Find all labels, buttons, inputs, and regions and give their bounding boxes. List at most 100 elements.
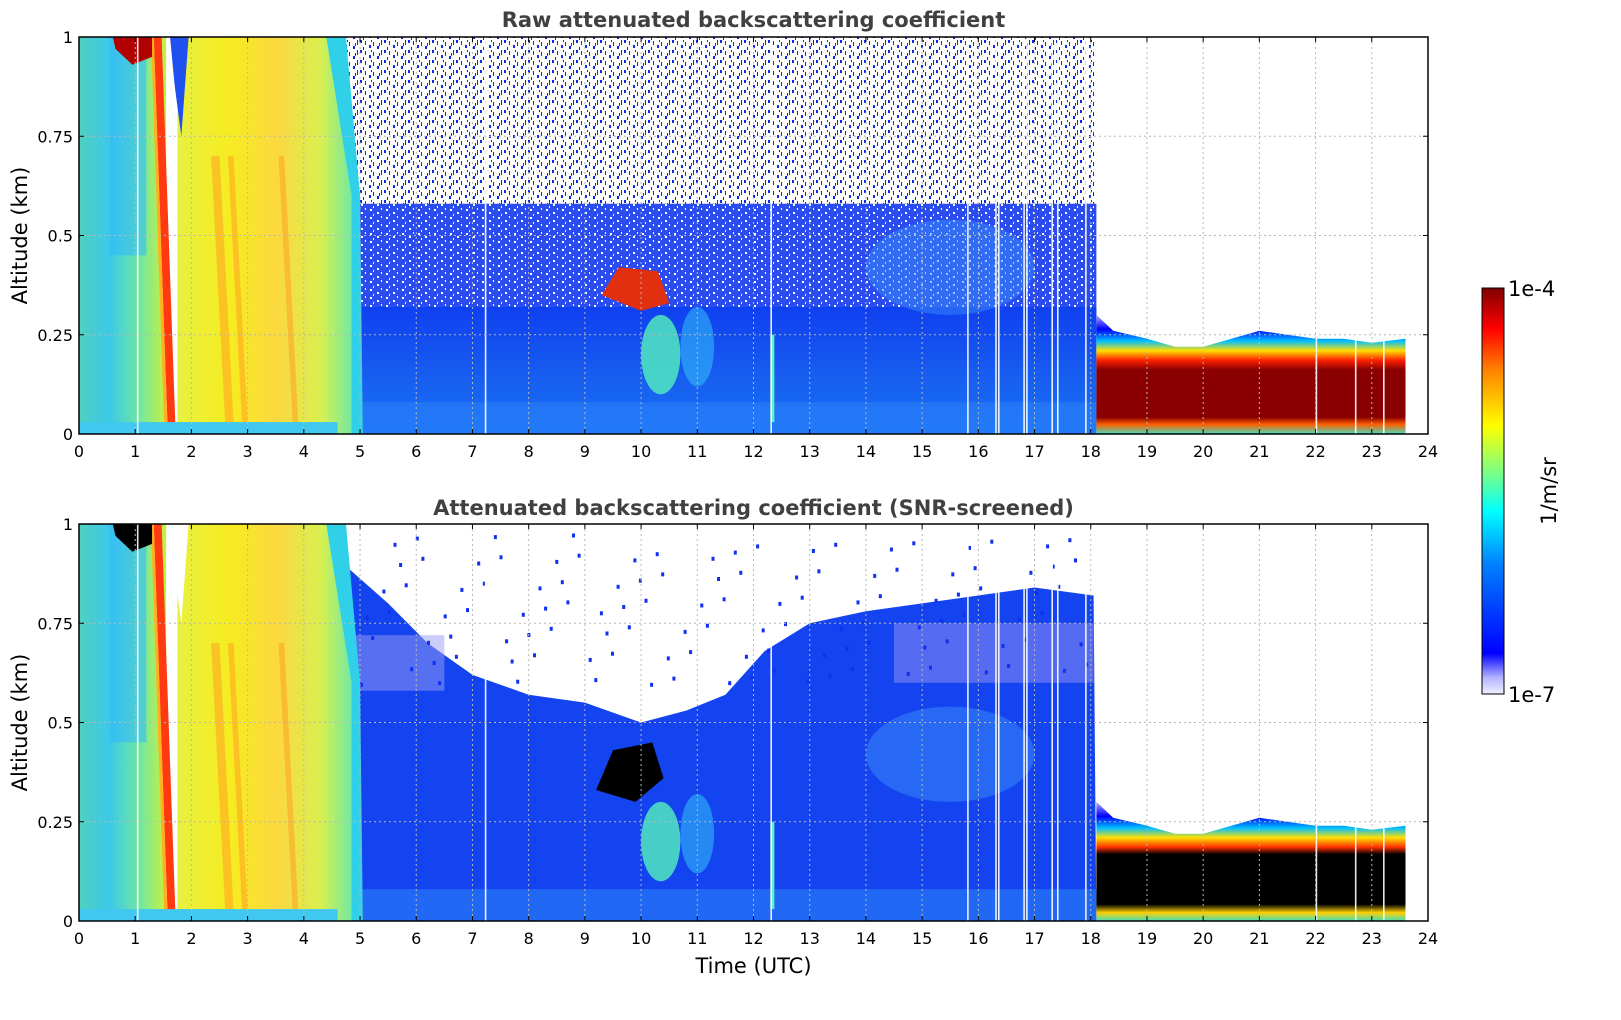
speckle <box>605 631 609 636</box>
x-tick-label: 22 <box>1305 929 1325 948</box>
speckle <box>683 629 687 634</box>
plume <box>641 314 681 395</box>
speckle <box>638 578 642 583</box>
night-layer <box>1096 801 1406 921</box>
speckle <box>1079 642 1083 647</box>
plume <box>680 793 715 874</box>
speckle <box>834 542 838 547</box>
data-gap <box>1315 524 1318 921</box>
y-tick-label: 0 <box>63 425 73 444</box>
x-tick-label: 10 <box>631 929 651 948</box>
data-gap <box>136 37 139 434</box>
layer-edge <box>326 524 363 921</box>
x-tick-label: 11 <box>687 929 707 948</box>
left-cyan-patch <box>109 37 147 256</box>
speckle <box>599 611 603 616</box>
speckle <box>1023 637 1027 642</box>
grid <box>79 524 1428 921</box>
speckle <box>767 648 771 653</box>
layer-edge <box>326 37 363 434</box>
x-tick-label: 4 <box>299 442 309 461</box>
data-gap <box>1051 524 1053 921</box>
colorbar-gradient <box>1482 288 1504 694</box>
speckle <box>756 544 760 549</box>
plume <box>641 801 681 882</box>
y-tick-label: 0.25 <box>37 326 73 345</box>
orange-streak <box>211 643 234 910</box>
speckle <box>817 569 821 574</box>
speckle <box>772 668 776 673</box>
speckle <box>711 556 715 561</box>
x-tick-label: 11 <box>687 442 707 461</box>
speckle <box>867 640 871 645</box>
top-notch <box>170 37 189 137</box>
data-gap <box>1315 37 1318 434</box>
speckle <box>627 625 631 630</box>
speckle <box>945 639 949 644</box>
speckle <box>443 614 447 619</box>
speckle <box>360 682 363 687</box>
orange-streak <box>211 156 234 423</box>
y-tick-label: 1 <box>63 515 73 534</box>
x-tick-label: 17 <box>1024 929 1044 948</box>
colorbar-unit-label: 1/m/sr <box>1537 457 1561 525</box>
speckle <box>387 609 391 614</box>
speckle <box>862 620 866 625</box>
x-tick-label: 21 <box>1249 442 1269 461</box>
speckle <box>572 533 575 538</box>
x-tick-label: 23 <box>1362 929 1382 948</box>
speckle <box>666 656 670 661</box>
x-tick-label: 21 <box>1249 929 1269 948</box>
x-tick-label: 7 <box>467 929 477 948</box>
x-tick-label: 19 <box>1137 929 1157 948</box>
x-tick-label: 12 <box>743 442 763 461</box>
speckle <box>951 572 955 577</box>
speckle <box>984 670 988 675</box>
speckle <box>566 600 570 605</box>
speckle <box>611 651 614 656</box>
x-tick-label: 2 <box>186 929 196 948</box>
haze-band <box>894 623 1094 683</box>
x-tick-label: 22 <box>1305 442 1325 461</box>
speckle <box>761 628 765 633</box>
left-cyan-patch <box>109 524 147 743</box>
speckle <box>438 681 442 686</box>
speckle <box>521 612 525 617</box>
data-gap <box>770 37 772 434</box>
data-gap <box>1057 524 1059 921</box>
x-tick-label: 10 <box>631 442 651 461</box>
speckle <box>806 679 810 684</box>
speckle <box>1051 564 1055 569</box>
plume-streak <box>770 334 775 423</box>
speckle <box>1001 643 1005 648</box>
surface-band <box>337 889 1097 921</box>
y-axis-label: Altitude (km) <box>8 654 32 792</box>
x-tick-label: 5 <box>355 929 365 948</box>
speckle <box>1068 538 1072 543</box>
x-tick-label: 0 <box>74 442 84 461</box>
no-data-region <box>1405 37 1428 434</box>
speckle <box>371 636 375 641</box>
data-gap <box>1383 37 1385 434</box>
no-data-region <box>1405 524 1428 921</box>
x-tick-label: 6 <box>411 929 421 948</box>
speckle <box>655 552 659 557</box>
speckle <box>650 682 654 687</box>
x-tick-label: 1 <box>130 442 140 461</box>
x-tick-label: 24 <box>1418 929 1438 948</box>
x-tick-label: 13 <box>800 929 820 948</box>
x-tick-label: 14 <box>856 442 876 461</box>
speckle <box>739 570 743 575</box>
orange-streak <box>227 643 248 910</box>
elevated-feature <box>601 267 670 311</box>
speckle <box>410 667 414 672</box>
speckle <box>722 597 726 602</box>
x-tick-label: 14 <box>856 929 876 948</box>
colorbar-frame <box>1481 287 1505 695</box>
x-tick-label: 20 <box>1193 929 1213 948</box>
speckle <box>700 603 704 608</box>
speckle <box>549 626 553 631</box>
x-tick-label: 1 <box>130 929 140 948</box>
x-tick-label: 24 <box>1418 442 1438 461</box>
speckle <box>1007 664 1011 669</box>
